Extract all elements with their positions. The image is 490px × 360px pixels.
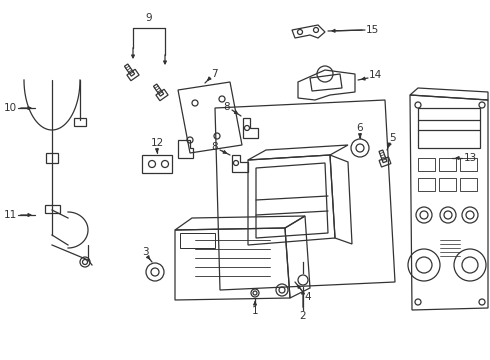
Bar [180, 233, 215, 248]
Bar [46, 153, 58, 163]
Text: 2: 2 [300, 311, 306, 321]
Text: 10: 10 [3, 103, 17, 113]
Text: 3: 3 [142, 247, 148, 257]
Bar [439, 158, 456, 171]
Text: 1: 1 [252, 306, 258, 316]
Bar [439, 178, 456, 191]
Bar [142, 155, 172, 173]
Bar [418, 178, 435, 191]
Bar [460, 178, 477, 191]
Bar [460, 158, 477, 171]
Bar [74, 118, 86, 126]
Bar [45, 205, 60, 213]
Text: 9: 9 [146, 13, 152, 23]
Bar [418, 158, 435, 171]
Text: 12: 12 [150, 138, 164, 148]
Text: 4: 4 [305, 292, 311, 302]
Text: 5: 5 [390, 133, 396, 143]
Text: 7: 7 [211, 69, 217, 79]
Text: 8: 8 [224, 102, 230, 112]
Text: 15: 15 [366, 25, 379, 35]
Bar [418, 108, 480, 148]
Text: 13: 13 [464, 153, 477, 163]
Text: 8: 8 [212, 142, 219, 152]
Text: 6: 6 [357, 123, 363, 133]
Text: 11: 11 [3, 210, 17, 220]
Text: 14: 14 [368, 70, 382, 80]
